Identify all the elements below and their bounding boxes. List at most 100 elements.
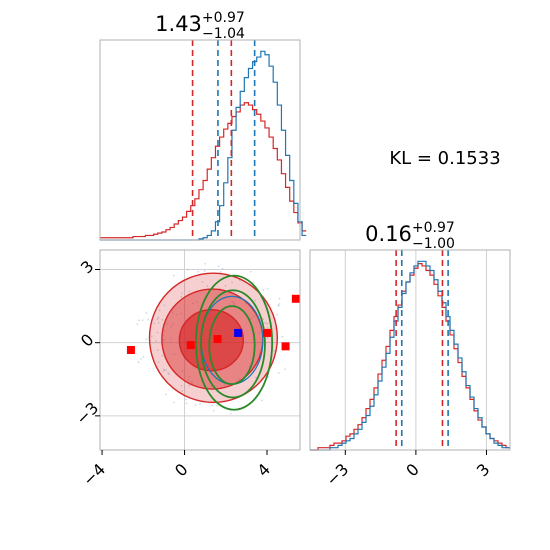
joint-sample-point [171,311,174,314]
joint-sample-point [165,393,167,396]
kl-annotation: KL = 0.1533 [389,148,500,169]
joint-sample-point [155,340,157,342]
marginal-x-title-sup: +0.97 [202,10,245,26]
joint-sample-point [250,317,252,320]
joint-sample-point [145,312,148,314]
marginal-y-title-sup: +0.97 [412,220,455,236]
marginal-x-title-main: 1.43 [155,12,202,36]
joint-sample-point [188,384,191,387]
joint-sample-point [278,297,281,300]
joint-sample-point [186,268,189,271]
marginal-y-title-main: 0.16 [365,222,412,246]
joint-sample-point [276,313,278,316]
marginal-x-hist-red [100,102,307,239]
joint-sample-point [140,357,142,360]
marginal-y-frame [309,249,511,451]
joint-sample-point [267,376,270,379]
joint-sample-point [277,304,280,307]
joint-sample-point [164,369,167,372]
joint-red-contour [178,309,244,372]
joint-sample-point [231,281,233,284]
joint-sample-point [188,290,191,293]
joint-sample-point [203,270,206,272]
joint-sample-point [231,301,234,303]
joint-sample-point [167,371,170,374]
joint-sample-point [264,321,267,324]
joint-sample-point [199,402,201,405]
joint-sample-point [266,327,269,329]
joint-sample-point [219,270,222,273]
joint-sample-point [157,316,160,319]
joint-sample-point [157,361,160,364]
joint-sample-point [273,349,275,352]
joint-sample-point [197,270,200,273]
joint-sample-point [181,370,183,373]
joint-sample-point [266,322,269,325]
joint-sample-point [136,323,139,326]
joint-sample-point [156,318,159,321]
joint-sample-point [161,354,164,357]
joint-sample-point [262,289,265,292]
joint-ytick-label: 0 [77,330,98,351]
joint-sample-point [171,323,174,326]
joint-sample-point [258,352,261,355]
joint-sample-point [188,375,191,378]
joint-xtick-label: −4 [79,460,109,490]
joint-sample-point [172,274,175,277]
joint-sample-point [217,265,220,268]
joint-sample-point [216,404,218,407]
joint-sample-point [169,337,172,340]
joint-red-marker [213,335,222,344]
marginal-y-title-sub: −1.00 [412,236,455,252]
joint-sample-point [156,349,159,352]
joint-sample-point [170,325,173,328]
joint-sample-point [138,319,140,322]
marginal-y-hist-red [310,263,510,451]
joint-sample-point [206,285,209,288]
joint-red-marker [281,342,290,351]
joint-sample-point [162,338,165,341]
joint-sample-point [173,353,176,356]
joint-sample-point [252,315,255,318]
joint-sample-point [262,318,265,320]
joint-sample-point [173,401,176,404]
joint-sample-point [224,284,227,287]
joint-sample-point [284,368,286,371]
joint-sample-point [195,300,198,303]
marginal-x-hist-blue [100,50,307,241]
joint-sample-point [261,399,263,402]
joint-ytick-label: −3 [72,398,102,428]
joint-xtick-label: 4 [253,460,274,481]
joint-sample-point [185,398,187,401]
joint-sample-point [175,313,178,316]
marginal-y-xtick-label: −3 [322,460,352,490]
joint-sample-point [254,299,256,302]
joint-frame [99,249,301,451]
joint-red-marker [126,346,135,354]
joint-green-ellipse [208,305,256,386]
joint-sample-point [147,318,149,321]
joint-sample-point [153,322,156,325]
joint-sample-point [229,412,232,415]
joint-sample-point [161,318,164,321]
joint-sample-point [277,371,280,374]
joint-sample-point [145,338,148,341]
joint-green-ellipse [194,274,274,411]
joint-red-marker [291,294,300,303]
joint-sample-point [150,335,153,338]
marginal-y-xtick-label: 0 [402,460,423,481]
joint-sample-point [211,404,214,407]
joint-xtick-label: 0 [171,460,192,481]
joint-sample-point [212,409,215,412]
joint-sample-point [249,270,252,273]
marginal-y-title: 0.16+0.97 [365,220,455,246]
joint-sample-point [281,335,284,338]
joint-sample-point [180,295,183,298]
joint-sample-point [157,321,160,324]
joint-sample-point [180,384,183,387]
joint-sample-point [187,378,190,381]
joint-ytick-label: 3 [77,257,98,278]
joint-sample-point [201,281,204,283]
joint-panel [99,249,301,451]
joint-sample-point [232,291,235,293]
